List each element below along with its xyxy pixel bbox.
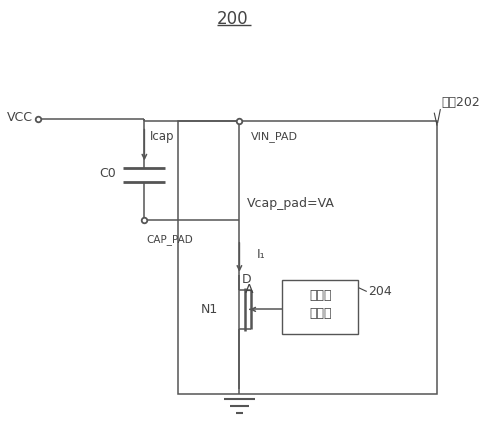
Bar [177,121,437,394]
Text: A: A [245,283,254,296]
Text: CAP_PAD: CAP_PAD [146,234,193,245]
Text: 芯片202: 芯片202 [442,96,481,109]
Text: 栅压控
制模块: 栅压控 制模块 [309,290,331,320]
Bar [282,280,358,334]
Text: I₁: I₁ [257,248,265,261]
Text: N1: N1 [201,303,219,316]
Text: Vcap_pad=VA: Vcap_pad=VA [247,197,335,210]
Text: VCC: VCC [7,111,33,124]
Text: D: D [242,272,251,286]
Text: C0: C0 [99,167,116,180]
Text: Icap: Icap [150,130,174,143]
Text: VIN_PAD: VIN_PAD [251,131,298,142]
Text: 200: 200 [217,10,248,28]
Text: 204: 204 [368,285,391,298]
